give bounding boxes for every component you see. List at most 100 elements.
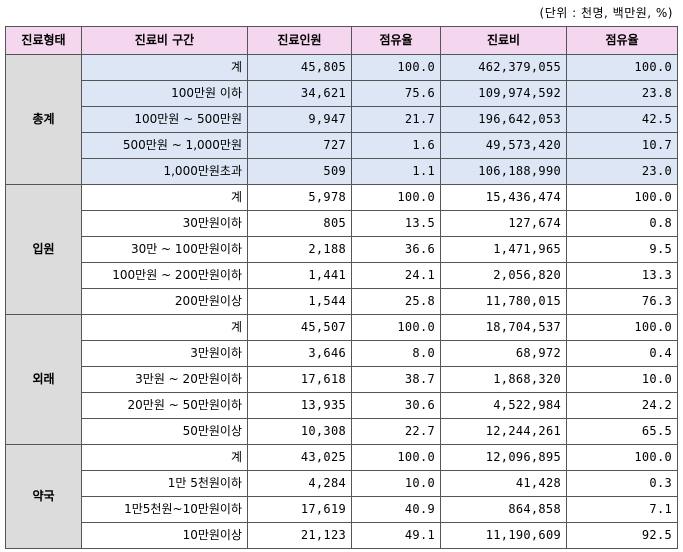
table-row: 10만원이상 21,123 49.1 11,190,609 92.5 — [6, 522, 678, 549]
table-row: 외래 계 45,507 100.0 18,704,537 100.0 — [5, 314, 678, 445]
table-row: 100만원 이하 34,621 75.6 109,974,592 23.8 — [6, 80, 678, 107]
patient-share-cell: 30.6 — [351, 392, 441, 419]
patients-cell: 5,978 — [247, 184, 352, 211]
patient-share-cell: 100.0 — [351, 54, 441, 81]
patient-share-cell: 24.1 — [351, 262, 441, 289]
patient-share-cell: 25.8 — [351, 288, 441, 315]
patients-cell: 509 — [247, 158, 352, 185]
medical-cost-cell: 106,188,990 — [440, 158, 567, 185]
cost-share-cell: 9.5 — [566, 236, 678, 263]
cost-range-cell: 20만원 ~ 50만원이하 — [81, 392, 248, 419]
patient-share-cell: 36.6 — [351, 236, 441, 263]
cost-range-cell: 30만 ~ 100만원이하 — [81, 236, 248, 263]
table-row: 1만 5천원이하 4,284 10.0 41,428 0.3 — [6, 470, 678, 497]
table-row: 200만원이상 1,544 25.8 11,780,015 76.3 — [6, 288, 678, 315]
cost-share-cell: 10.7 — [566, 132, 678, 159]
medical-cost-cell: 1,868,320 — [440, 366, 567, 393]
patients-cell: 4,284 — [247, 470, 352, 497]
cost-share-cell: 13.3 — [566, 262, 678, 289]
cost-share-cell: 0.8 — [566, 210, 678, 237]
table-row: 1,000만원초과 509 1.1 106,188,990 23.0 — [6, 158, 678, 185]
cost-range-cell: 3만원 ~ 20만원이하 — [81, 366, 248, 393]
patients-cell: 1,544 — [247, 288, 352, 315]
cost-range-cell: 3만원이하 — [81, 340, 248, 367]
cost-range-cell: 200만원이상 — [81, 288, 248, 315]
cost-range-cell: 1만5천원~10만원이하 — [81, 496, 248, 523]
table-row: 500만원 ~ 1,000만원 727 1.6 49,573,420 10.7 — [6, 132, 678, 159]
patients-cell: 17,618 — [247, 366, 352, 393]
patient-share-cell: 40.9 — [351, 496, 441, 523]
table-row: 30만원이하 805 13.5 127,674 0.8 — [6, 210, 678, 237]
cost-share-cell: 100.0 — [566, 54, 678, 81]
patients-cell: 45,507 — [247, 314, 352, 341]
group-label: 입원 — [5, 184, 82, 315]
medical-cost-cell: 18,704,537 — [440, 314, 567, 341]
table-row: 총계 계 45,805 100.0 462,379,055 100.0 — [5, 54, 678, 185]
table-row: 20만원 ~ 50만원이하 13,935 30.6 4,522,984 24.2 — [6, 392, 678, 419]
patients-cell: 9,947 — [247, 106, 352, 133]
cost-range-cell: 1만 5천원이하 — [81, 470, 248, 497]
cost-range-cell: 1,000만원초과 — [81, 158, 248, 185]
cost-share-cell: 76.3 — [566, 288, 678, 315]
table-row: 3만원 ~ 20만원이하 17,618 38.7 1,868,320 10.0 — [6, 366, 678, 393]
patients-cell: 17,619 — [247, 496, 352, 523]
cost-share-cell: 10.0 — [566, 366, 678, 393]
medical-cost-cell: 4,522,984 — [440, 392, 567, 419]
medical-cost-cell: 68,972 — [440, 340, 567, 367]
cost-range-cell: 계 — [81, 184, 248, 211]
medical-cost-cell: 12,096,895 — [440, 444, 567, 471]
cost-share-cell: 65.5 — [566, 418, 678, 445]
patient-share-cell: 38.7 — [351, 366, 441, 393]
medical-cost-cell: 864,858 — [440, 496, 567, 523]
patient-share-cell: 1.6 — [351, 132, 441, 159]
medical-cost-cell: 49,573,420 — [440, 132, 567, 159]
header-cost-range: 진료비 구간 — [81, 26, 248, 55]
cost-range-cell: 10만원이상 — [81, 522, 248, 549]
medical-cost-cell: 41,428 — [440, 470, 567, 497]
medical-cost-cell: 11,190,609 — [440, 522, 567, 549]
patient-share-cell: 49.1 — [351, 522, 441, 549]
patient-share-cell: 100.0 — [351, 444, 441, 471]
table-row: 1만5천원~10만원이하 17,619 40.9 864,858 7.1 — [6, 496, 678, 523]
cost-share-cell: 42.5 — [566, 106, 678, 133]
patients-cell: 13,935 — [247, 392, 352, 419]
medical-cost-table: 진료형태 진료비 구간 진료인원 점유율 진료비 점유율 총계 계 45,805 10… — [5, 26, 678, 549]
cost-share-cell: 100.0 — [566, 184, 678, 211]
header-patient-share: 점유율 — [351, 26, 441, 55]
patients-cell: 2,188 — [247, 236, 352, 263]
cost-share-cell: 100.0 — [566, 314, 678, 341]
patient-share-cell: 13.5 — [351, 210, 441, 237]
table-row: 50만원이상 10,308 22.7 12,244,261 65.5 — [6, 418, 678, 445]
table-row: 30만 ~ 100만원이하 2,188 36.6 1,471,965 9.5 — [6, 236, 678, 263]
table-row: 약국 계 43,025 100.0 12,096,895 100.0 — [5, 444, 678, 549]
patient-share-cell: 22.7 — [351, 418, 441, 445]
medical-cost-cell: 127,674 — [440, 210, 567, 237]
cost-share-cell: 23.8 — [566, 80, 678, 107]
table-row: 100만원 ~ 500만원 9,947 21.7 196,642,053 42.5 — [6, 106, 678, 133]
medical-cost-cell: 11,780,015 — [440, 288, 567, 315]
cost-share-cell: 100.0 — [566, 444, 678, 471]
table-body: 총계 계 45,805 100.0 462,379,055 100.0 100만원 이하 34… — [5, 54, 678, 549]
patients-cell: 1,441 — [247, 262, 352, 289]
group-label: 총계 — [5, 54, 82, 185]
header-medical-cost: 진료비 — [440, 26, 567, 55]
medical-cost-cell: 15,436,474 — [440, 184, 567, 211]
cost-range-cell: 계 — [81, 444, 248, 471]
cost-share-cell: 23.0 — [566, 158, 678, 185]
cost-range-cell: 500만원 ~ 1,000만원 — [81, 132, 248, 159]
cost-range-cell: 30만원이하 — [81, 210, 248, 237]
unit-note: (단위 : 천명, 백만원, %) — [539, 6, 673, 20]
medical-cost-cell: 462,379,055 — [440, 54, 567, 81]
cost-range-cell: 50만원이상 — [81, 418, 248, 445]
cost-share-cell: 92.5 — [566, 522, 678, 549]
table-row: 100만원 ~ 200만원이하 1,441 24.1 2,056,820 13.3 — [6, 262, 678, 289]
medical-cost-cell: 12,244,261 — [440, 418, 567, 445]
header-row: 진료형태 진료비 구간 진료인원 점유율 진료비 점유율 — [5, 26, 678, 55]
cost-range-cell: 계 — [81, 314, 248, 341]
group-label: 외래 — [5, 314, 82, 445]
header-care-type: 진료형태 — [5, 26, 82, 55]
patient-share-cell: 1.1 — [351, 158, 441, 185]
table-row: 3만원이하 3,646 8.0 68,972 0.4 — [6, 340, 678, 367]
cost-range-cell: 계 — [81, 54, 248, 81]
patients-cell: 10,308 — [247, 418, 352, 445]
